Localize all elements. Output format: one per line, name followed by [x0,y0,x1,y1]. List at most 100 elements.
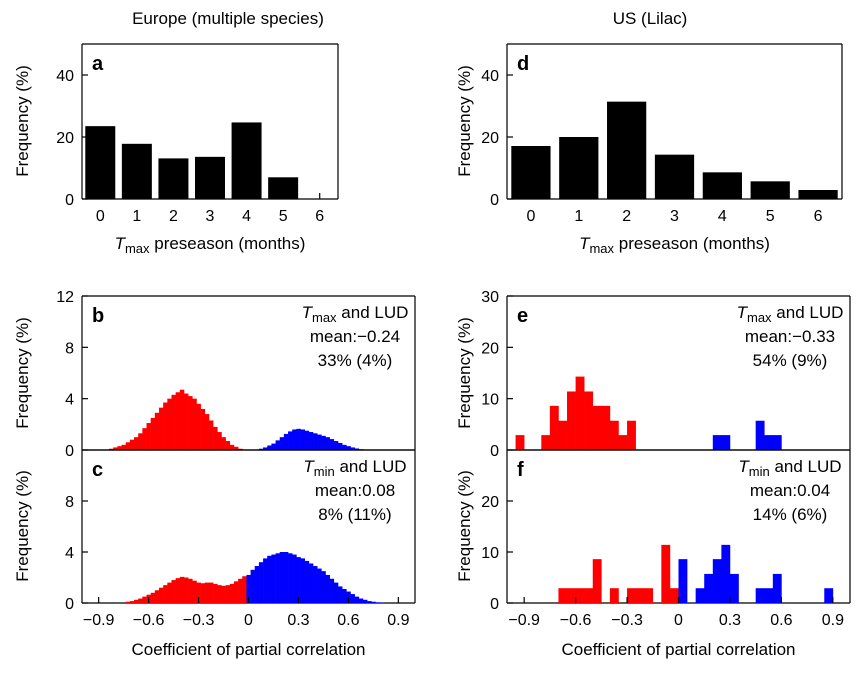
panel-a: 0 20 40 a 0 1 2 3 4 5 6 Tmax preseason (months) [56,43,339,256]
panel-c: 0 4 8 c Tmin and LUD mean:0.08 8% (11%) −0.9 −0.… [65,449,416,659]
hist-bar-negative [575,588,585,603]
hist-bar-positive [755,420,765,450]
hist-bar-negative [134,437,139,450]
hist-bar-negative [171,580,176,603]
hist-bar-negative [627,420,636,450]
hist-bar-negative [567,588,576,603]
hist-bar-positive [329,439,335,450]
hist-bar-negative [150,417,156,450]
hist-bar-negative [146,423,151,450]
hist-bar-positive [288,553,293,603]
bar-1 [121,143,152,199]
hist-bar-negative [584,391,594,450]
x-tick-label: 0 [526,208,535,225]
hist-bar-positive [678,559,688,603]
y-tick-label: 0 [65,443,74,460]
hist-bar-positive [271,554,276,603]
hist-bar-negative [669,588,679,603]
hist-bar-positive [313,566,318,603]
hist-bar-negative [175,578,181,603]
hist-bar-positive [313,433,318,450]
hist-bar-negative [541,435,551,450]
bar-5 [750,181,790,199]
hist-bar-negative [238,578,243,603]
x-tick-label: 6 [315,208,324,225]
hist-bar-positive [772,573,782,603]
annotation-title: Tmin and LUD [303,457,406,479]
x-tick-label: 3 [206,208,215,225]
x-tick-label: 0.6 [337,612,359,629]
hist-bar-positive [263,447,268,450]
x-axis-label: Tmax preseason (months) [115,234,306,256]
hist-bar-positive [292,429,297,450]
x-tick-label: 0.3 [719,612,741,629]
y-tick-label: 10 [481,392,499,409]
hist-bar-positive [333,582,339,603]
hist-bar-negative [618,435,628,450]
hist-bar-positive [358,598,364,603]
x-tick-label: 0.3 [287,612,309,629]
hist-bar-positive [712,559,722,603]
hist-bar-negative [213,426,218,450]
hist-bar-negative [609,420,619,450]
hist-bar-positive [371,601,376,603]
y-tick-label: 0 [65,596,74,613]
hist-bar-negative [121,444,127,450]
hist-bar-negative [217,432,222,450]
x-tick-label: −0.6 [560,612,592,629]
y-tick-label: 4 [65,392,74,409]
hist-bar-negative [159,587,164,603]
hist-bar-negative [558,588,568,603]
hist-bar-positive [375,602,380,603]
annotation-mean: mean:0.04 [750,481,830,500]
x-tick-label: 0 [244,612,253,629]
hist-bar-positive [296,557,301,603]
hist-bar-positive [755,588,765,603]
hist-bar-negative [109,448,114,450]
y-tick-label: 20 [56,130,74,147]
panel-f: 0 10 20 f Tmin and LUD mean:0.04 14% (6%) −0.9 −… [481,449,851,659]
hist-bar-positive [337,586,343,603]
bar-1 [559,137,599,199]
x-tick-label: 6 [814,208,823,225]
y-tick-label: 20 [481,494,499,511]
hist-bar-positive [304,560,310,603]
annotation-percent: 14% (6%) [753,505,828,524]
bar-0 [511,145,551,199]
x-tick-label: 5 [279,208,288,225]
hist-bar-positive [304,430,310,450]
y-axis-label-b: Frequency (%) [13,317,32,428]
hist-bar-negative [567,391,576,450]
x-tick-label: 2 [622,208,631,225]
hist-bar-positive [279,552,285,603]
hist-bar-negative [627,588,636,603]
column-title-europe: Europe (multiple species) [132,9,324,28]
hist-bar-negative [515,435,525,450]
y-axis-label-a: Frequency (%) [13,65,32,176]
bar-3 [654,154,695,199]
hist-bar-positive [721,544,731,603]
hist-bar-negative [183,393,189,450]
hist-bar-positive [729,573,739,603]
annotation-mean: mean:−0.33 [745,327,835,346]
y-tick-label: 40 [481,68,499,85]
bar-2 [607,101,647,199]
y-tick-label: 0 [490,443,499,460]
hist-bar-positive [333,441,339,450]
hist-bar-positive [337,442,343,450]
hist-bar-negative [154,590,160,603]
y-axis-label-d: Frequency (%) [455,65,474,176]
hist-bar-negative [134,599,139,603]
hist-bar-positive [296,428,301,450]
x-tick-label: 0 [96,208,105,225]
y-tick-label: 30 [481,289,499,306]
hist-bar-positive [321,571,326,603]
hist-bar-negative [592,405,602,450]
hist-bar-negative [609,588,619,603]
x-axis-label: Tmax preseason (months) [579,234,770,256]
hist-bar-negative [129,601,135,603]
annotation-percent: 8% (11%) [318,505,391,524]
hist-bar-negative [233,446,239,450]
x-tick-label: −0.3 [183,612,215,629]
hist-bar-positive [772,435,782,450]
